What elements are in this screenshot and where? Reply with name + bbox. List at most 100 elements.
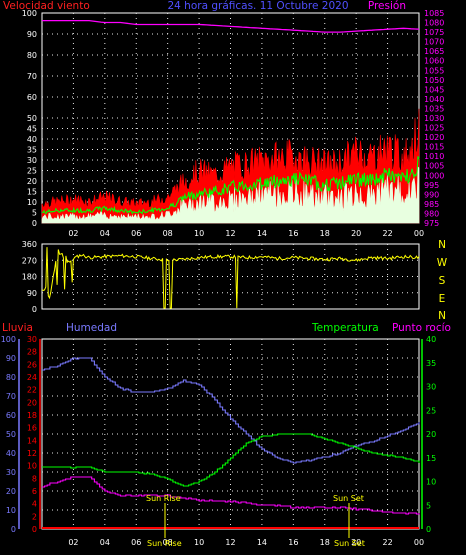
pressure-tick-label: 995 <box>424 181 439 190</box>
pressure-tick-label: 1015 <box>424 143 444 152</box>
wind-tick-label: 80 <box>27 51 37 60</box>
x-tick-label: 14 <box>257 538 267 547</box>
rain-tick-label: 2 <box>32 512 37 521</box>
temperature-tick-label: 15 <box>426 454 436 463</box>
x-tick-label: 18 <box>320 229 330 238</box>
direction-tick-label: 180 <box>22 273 37 282</box>
x-tick-label: 22 <box>382 229 392 238</box>
rain-tick-label: 4 <box>32 500 37 509</box>
rain-tick-label: 16 <box>27 424 37 433</box>
pressure-tick-label: 1030 <box>424 114 444 123</box>
compass-e: E <box>439 293 446 305</box>
rain-tick-label: 24 <box>27 373 37 382</box>
x-tick-label: 08 <box>163 229 173 238</box>
temperature-tick-label: 10 <box>426 478 436 487</box>
pressure-tick-label: 1065 <box>424 47 444 56</box>
pressure-tick-label: 1050 <box>424 76 444 85</box>
humidity-tick-label: 40 <box>6 449 16 458</box>
compass-n-bottom: N <box>438 310 446 322</box>
x-tick-label: 14 <box>257 229 267 238</box>
wind-tick-label: 60 <box>27 93 37 102</box>
x-tick-label: 00 <box>414 538 424 547</box>
wind-tick-label: 90 <box>27 30 37 39</box>
humidity-axis-label: Humedad <box>66 322 117 334</box>
sunset-label: Sun Set <box>333 494 364 503</box>
pressure-tick-label: 1045 <box>424 85 444 94</box>
rain-tick-label: 14 <box>27 436 37 445</box>
chart-title: 24 hora gráficas. 11 Octubre 2020 <box>167 0 348 12</box>
wind-average-line <box>41 156 420 215</box>
wind-direction-panel: 0 90 180 270 360 <box>22 240 420 314</box>
x-tick-label: 12 <box>225 229 235 238</box>
wind-tick-label: 100 <box>22 9 37 18</box>
temperature-line <box>42 433 420 487</box>
temperature-tick-label: 5 <box>426 501 431 510</box>
humidity-tick-label: 100 <box>1 335 16 344</box>
wind-tick-label: 30 <box>27 156 37 165</box>
dewpoint-axis-label: Punto rocío <box>392 322 451 334</box>
x-tick-label: 04 <box>100 538 110 547</box>
pressure-tick-label: 1060 <box>424 57 444 66</box>
direction-tick-label: 0 <box>32 305 37 314</box>
wind-tick-label: 35 <box>27 146 37 155</box>
pressure-tick-label: 1010 <box>424 152 444 161</box>
pressure-tick-label: 1005 <box>424 162 444 171</box>
rain-tick-label: 20 <box>27 398 37 407</box>
rain-tick-label: 30 <box>27 335 37 344</box>
pressure-tick-label: 990 <box>424 190 439 199</box>
temperature-tick-label: 0 <box>426 525 431 534</box>
rain-axis-label: Lluvia <box>2 322 33 334</box>
humidity-tick-label: 0 <box>11 525 16 534</box>
x-tick-label: 00 <box>414 229 424 238</box>
x-tick-label: 22 <box>382 538 392 547</box>
direction-tick-label: 360 <box>22 240 37 249</box>
rain-tick-label: 28 <box>27 348 37 357</box>
humidity-temperature-panel: 0102030405060708090100024681012141618202… <box>1 335 436 547</box>
wind-axis-label: Velocidad viento <box>3 0 90 12</box>
wind-tick-label: 50 <box>27 114 37 123</box>
pressure-tick-label: 1075 <box>424 28 444 37</box>
pressure-tick-label: 975 <box>424 219 439 228</box>
x-tick-label: 10 <box>194 538 204 547</box>
pressure-tick-label: 1085 <box>424 9 444 18</box>
pressure-axis-label: Presión <box>368 0 406 12</box>
x-tick-label: 06 <box>131 538 141 547</box>
humidity-tick-label: 60 <box>6 411 16 420</box>
humidity-tick-label: 30 <box>6 468 16 477</box>
x-tick-label: 06 <box>131 229 141 238</box>
x-tick-label: 18 <box>320 538 330 547</box>
compass-s: S <box>439 275 446 287</box>
wind-tick-label: 25 <box>27 167 37 176</box>
pressure-tick-label: 1035 <box>424 104 444 113</box>
dewpoint-line <box>42 476 420 515</box>
wind-tick-label: 0 <box>32 219 37 228</box>
wind-pressure-panel: 0510152025303540455060708090100975980985… <box>22 9 445 238</box>
compass-n-top: N <box>438 239 446 251</box>
x-tick-label: 02 <box>68 538 78 547</box>
sunrise-label: Sun Rise <box>146 494 181 503</box>
direction-tick-label: 270 <box>22 256 37 265</box>
rain-tick-label: 10 <box>27 462 37 471</box>
pressure-tick-label: 1020 <box>424 133 444 142</box>
x-tick-label: 16 <box>288 229 298 238</box>
x-tick-label: 10 <box>194 229 204 238</box>
humidity-tick-label: 90 <box>6 354 16 363</box>
x-tick-label: 12 <box>225 538 235 547</box>
pressure-tick-label: 980 <box>424 209 439 218</box>
humidity-tick-label: 70 <box>6 392 16 401</box>
x-tick-label: 20 <box>351 538 361 547</box>
rain-tick-label: 12 <box>27 449 37 458</box>
wind-tick-label: 15 <box>27 188 37 197</box>
temperature-tick-label: 25 <box>426 406 436 415</box>
pressure-tick-label: 1055 <box>424 66 444 75</box>
pressure-tick-label: 1040 <box>424 95 444 104</box>
direction-tick-label: 90 <box>27 289 37 298</box>
pressure-tick-label: 1070 <box>424 38 444 47</box>
wind-tick-label: 40 <box>27 135 37 144</box>
x-tick-label: 02 <box>68 229 78 238</box>
compass-legend: N W S E N <box>437 239 448 322</box>
temperature-tick-label: 20 <box>426 430 436 439</box>
humidity-tick-label: 10 <box>6 506 16 515</box>
x-tick-label: 16 <box>288 538 298 547</box>
x-tick-label: 04 <box>100 229 110 238</box>
